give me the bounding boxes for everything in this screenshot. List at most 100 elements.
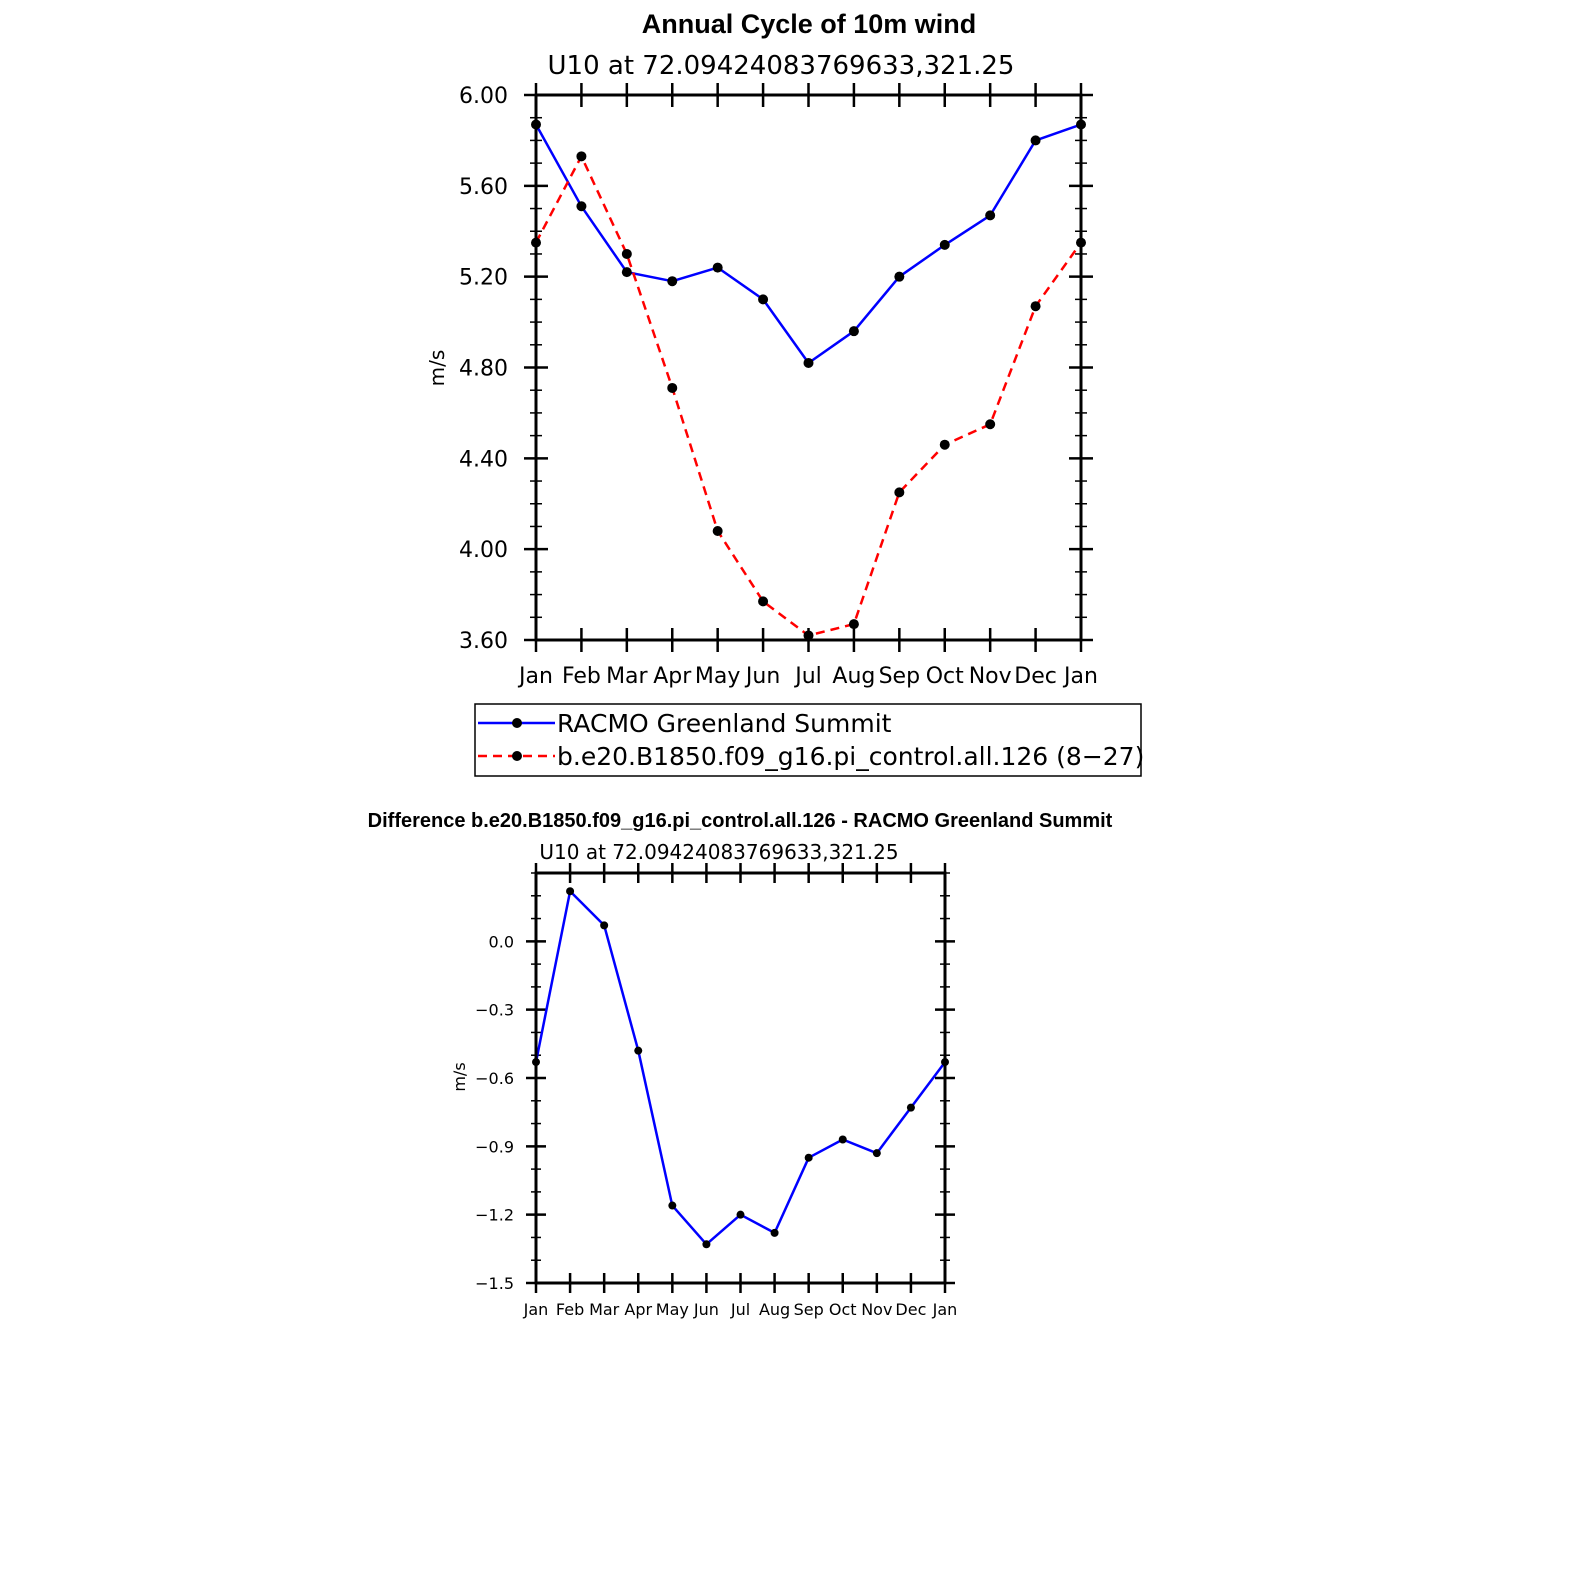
chart2-x-tick-label: Jul	[730, 1300, 750, 1319]
chart1-x-tick-label: Dec	[1014, 664, 1057, 689]
chart2-y-axis-label: m/s	[450, 1062, 469, 1091]
chart2-x-tick-label: Aug	[759, 1300, 790, 1319]
chart1-series-line-0	[534, 123, 1082, 365]
chart1-series-1-point	[939, 439, 950, 450]
chart1-x-tick-label: Jan	[517, 664, 553, 689]
chart1-y-axis-label: m/s	[425, 350, 449, 387]
chart2-series-0-point	[770, 1228, 779, 1237]
chart2-subtitle: U10 at 72.09424083769633,321.25	[539, 840, 898, 864]
chart2-series	[532, 887, 949, 1249]
chart1-y-tick-label: 4.40	[459, 447, 508, 472]
chart1-x-tick-label: Jan	[1062, 664, 1098, 689]
legend-marker-racmo	[512, 718, 522, 728]
chart1-series-0-point	[576, 201, 587, 212]
chart2-title: Difference b.e20.B1850.f09_g16.pi_contro…	[368, 810, 1113, 832]
chart1-series-1-point	[985, 419, 996, 430]
chart2-x-tick-label: Feb	[556, 1300, 584, 1319]
chart2-y-tick-label: −1.5	[475, 1274, 514, 1293]
legend-label-model: b.e20.B1850.f09_g16.pi_control.all.126 (…	[557, 742, 1144, 771]
chart1-x-tick-label: May	[695, 664, 740, 689]
chart1-x-tick-label: Jun	[744, 664, 780, 689]
chart2-x-tick-label: Jun	[693, 1300, 719, 1319]
chart1-x-tick-label: Oct	[926, 664, 964, 689]
chart2-x-tick-labels: Jan Feb Mar Apr May Jun Jul Aug Sep Oct Nov Dec Jan	[523, 1300, 958, 1319]
chart1-y-tick-label: 6.00	[459, 84, 508, 109]
chart1-series	[531, 119, 1086, 641]
chart1-x-tick-label: Apr	[653, 664, 692, 689]
chart1-series-0-point	[848, 326, 859, 337]
chart1-series-line-1	[534, 155, 1083, 637]
chart1-x-tick-label: Aug	[832, 664, 875, 689]
legend-entry-racmo: RACMO Greenland Summit	[478, 709, 892, 738]
chart2-x-tick-label: Oct	[829, 1300, 857, 1319]
chart2-series-0-point	[702, 1240, 711, 1249]
chart1-y-tick-label: 3.60	[459, 629, 508, 654]
chart2-series-0-point	[736, 1210, 745, 1219]
chart2-y-tick-labels: −1.5 −1.2 −0.9 −0.6 −0.3 0.0	[475, 932, 514, 1293]
chart2-y-tick-label: −0.9	[475, 1137, 514, 1156]
chart1-series-1-point	[667, 382, 678, 393]
chart2-x-tick-label: Jan	[523, 1300, 549, 1319]
chart2-y-tick-label: −0.6	[475, 1069, 514, 1088]
chart1-series-1-point	[803, 630, 814, 641]
chart1-series-1-point	[848, 619, 859, 630]
legend-entry-model: b.e20.B1850.f09_g16.pi_control.all.126 (…	[478, 742, 1144, 771]
chart2-series-0-point	[566, 887, 575, 896]
chart1-y-tick-labels: 3.60 4.00 4.40 4.80 5.20 5.60 6.00	[459, 84, 508, 654]
chart2-series-0-point	[838, 1135, 847, 1144]
chart1-title: Annual Cycle of 10m wind	[642, 9, 977, 39]
chart2-plot-frame	[534, 871, 947, 1285]
chart2-x-tick-label: Dec	[895, 1300, 926, 1319]
chart1-series-1-point	[712, 526, 723, 536]
chart1-x-tick-labels: Jan Feb Mar Apr May Jun Jul Aug Sep Oct Nov Dec Jan	[517, 664, 1098, 689]
legend-marker-model	[512, 751, 522, 761]
chart1-series-1-point	[1030, 301, 1041, 312]
chart2-x-tick-label: Sep	[794, 1300, 824, 1319]
chart1-y-tick-label: 4.80	[459, 357, 508, 382]
chart2-series-0-point	[600, 921, 609, 930]
chart1-legend: RACMO Greenland Summit b.e20.B1850.f09_g…	[474, 703, 1144, 777]
legend-label-racmo: RACMO Greenland Summit	[557, 709, 892, 738]
chart2-ticks	[526, 863, 955, 1293]
chart2-series-0-point	[634, 1046, 643, 1055]
chart1-x-tick-label: Nov	[969, 664, 1012, 689]
chart2-y-tick-label: −1.2	[475, 1206, 514, 1225]
chart2-y-tick-label: 0.0	[489, 932, 514, 951]
chart1-y-tick-label: 5.20	[459, 266, 508, 291]
chart1-series-1-point	[621, 248, 632, 259]
chart1-series-1-point	[758, 596, 769, 607]
chart1-x-tick-label: Mar	[606, 664, 648, 689]
chart2-y-tick-label: −0.3	[475, 1001, 514, 1020]
chart1-series-0-point	[939, 239, 950, 250]
chart1-x-tick-label: Feb	[562, 664, 601, 689]
chart1-series-0-point	[758, 294, 769, 305]
chart2-x-tick-label: Apr	[624, 1300, 652, 1319]
chart2-series-0-point	[804, 1153, 813, 1162]
chart1-subtitle: U10 at 72.09424083769633,321.25	[548, 51, 1015, 81]
chart1-series-0-point	[712, 262, 723, 273]
chart1-plot-frame	[534, 93, 1083, 642]
legend-box	[474, 703, 1142, 777]
chart1-y-tick-label: 5.60	[459, 175, 508, 200]
chart1-series-0-point	[1030, 135, 1041, 146]
chart2-series-0-point	[872, 1149, 881, 1158]
chart1-series-0-point	[621, 267, 632, 278]
chart1-x-tick-label: Jul	[793, 664, 822, 689]
chart2-x-tick-label: May	[656, 1300, 689, 1319]
chart1-series-1-point	[576, 151, 587, 162]
chart1-series-0-point	[894, 271, 905, 282]
chart2-series-0-point	[668, 1201, 677, 1210]
difference-chart: Difference b.e20.B1850.f09_g16.pi_contro…	[368, 810, 1113, 1319]
chart1-series-0-point	[667, 276, 678, 287]
chart1-x-tick-label: Sep	[879, 664, 920, 689]
annual-cycle-chart: Annual Cycle of 10m wind U10 at 72.09424…	[425, 9, 1144, 777]
chart2-series-line-0	[534, 889, 947, 1246]
chart2-x-tick-label: Jan	[932, 1300, 958, 1319]
chart1-series-0-point	[985, 210, 996, 221]
chart2-series-0-point	[906, 1103, 915, 1112]
chart1-series-0-point	[803, 357, 814, 368]
chart1-series-1-point	[894, 487, 905, 498]
chart2-x-tick-label: Nov	[861, 1300, 892, 1319]
chart1-y-tick-label: 4.00	[459, 538, 508, 563]
